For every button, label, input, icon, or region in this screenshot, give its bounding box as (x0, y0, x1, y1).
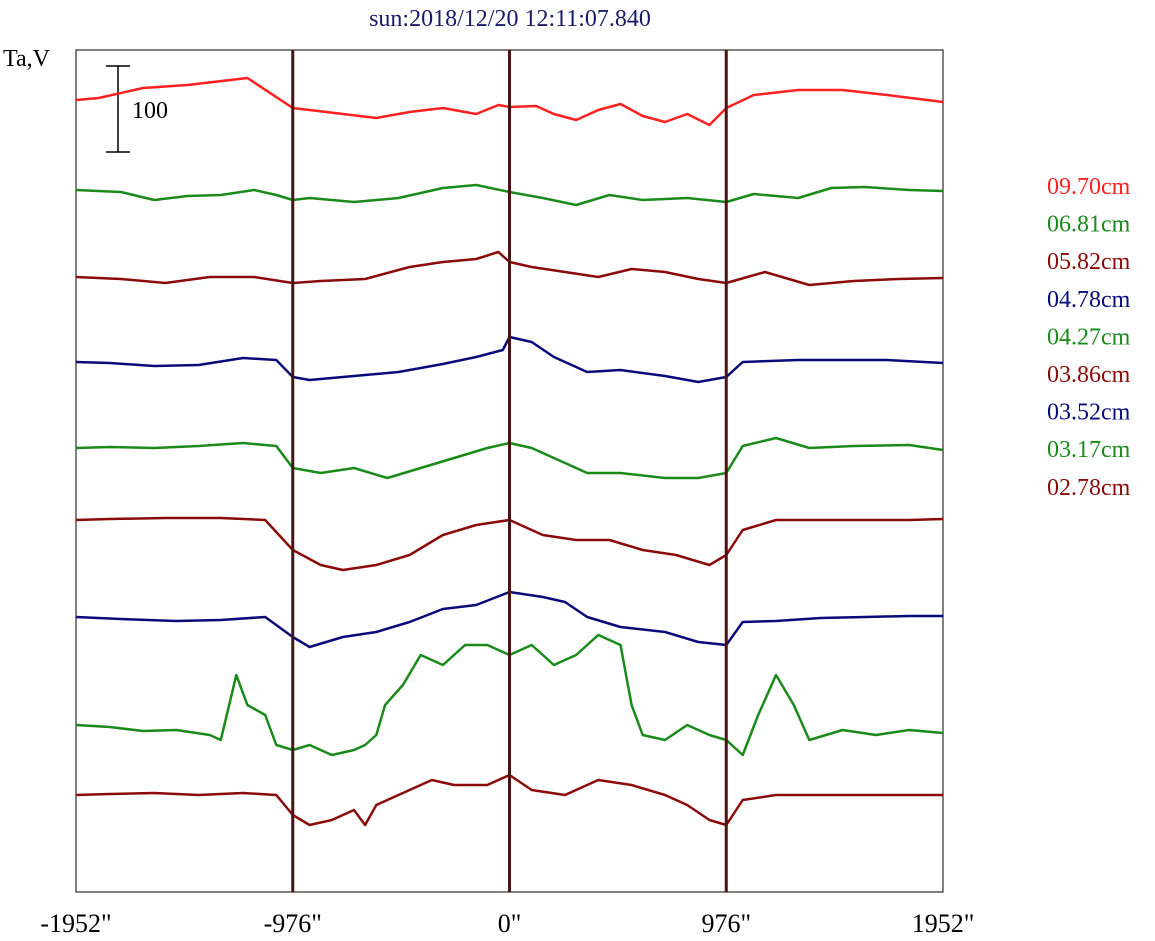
series-line-03.17cm (75, 633, 944, 757)
legend-entry: 03.52cm (1047, 400, 1131, 426)
scale-bar-label: 100 (132, 98, 168, 124)
series-layer (75, 76, 944, 827)
legend-entry: 04.27cm (1047, 324, 1131, 350)
vertical-markers (291, 50, 728, 892)
legend-entry: 04.78cm (1047, 287, 1131, 313)
series-line-09.70cm (75, 76, 944, 127)
legend-entry: 09.70cm (1047, 174, 1131, 200)
series-line-06.81cm (75, 183, 944, 207)
series-line-04.78cm (75, 335, 944, 384)
x-tick-label: -976" (264, 909, 322, 938)
legend-entry: 05.82cm (1047, 249, 1131, 275)
legend-entry: 02.78cm (1047, 475, 1131, 501)
x-tick-label: 1952" (912, 909, 975, 938)
legend-entry: 03.86cm (1047, 362, 1131, 388)
legend: 09.70cm 06.81cm 05.82cm 04.78cm 04.27cm 03.86… (1047, 174, 1131, 501)
series-line-03.86cm (75, 516, 944, 572)
x-tick-label: -1952" (40, 909, 111, 938)
legend-entry: 06.81cm (1047, 212, 1131, 238)
chart-title: sun:2018/12/20 12:11:07.840 (369, 6, 651, 32)
x-tick-label: 0" (498, 909, 522, 938)
series-line-02.78cm (75, 773, 943, 827)
y-axis-label: Ta,V (3, 46, 51, 72)
x-tick-labels: -1952" -976" 0" 976" 1952" (40, 909, 974, 938)
scale-bar: 100 (106, 65, 168, 153)
x-tick-label: 976" (701, 909, 751, 938)
legend-entry: 03.17cm (1047, 437, 1131, 463)
series-line-03.52cm (75, 590, 943, 649)
